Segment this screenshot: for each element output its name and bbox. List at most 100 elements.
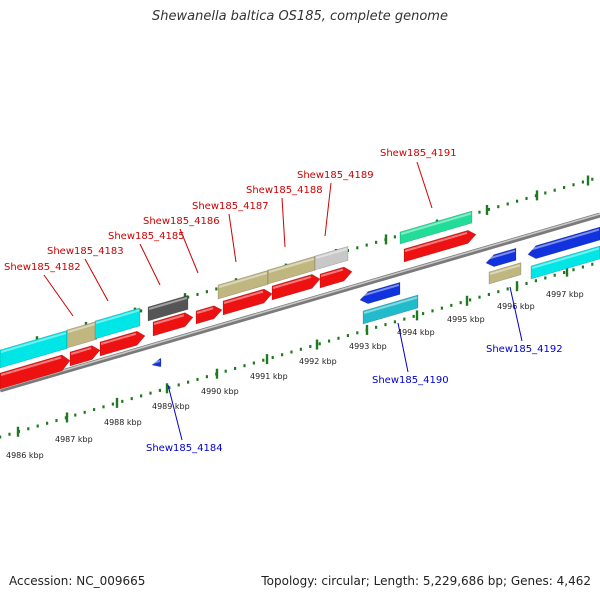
minor-tick [55,419,58,423]
minor-tick [328,339,331,343]
minor-tick [177,383,180,387]
cds-feature [0,330,68,369]
minor-tick [0,435,2,439]
kbp-label: 4993 kbp [349,342,387,351]
genome-summary-text: Topology: circular; Length: 5,229,686 bp… [261,574,591,588]
gene-label: Shew185_4187 [192,201,269,212]
minor-tick [469,298,472,302]
reverse-gene-arrow-highlight [152,359,161,364]
minor-tick [224,369,227,373]
minor-tick [46,421,49,425]
minor-tick [544,191,547,195]
minor-tick [83,410,86,414]
cds-feature [530,245,600,280]
minor-tick [422,312,425,316]
minor-tick [271,355,274,359]
minor-tick [412,314,415,318]
minor-tick [346,334,349,338]
minor-tick [205,290,208,294]
minor-tick [450,303,453,307]
minor-tick [187,295,190,299]
minor-tick [365,243,368,247]
minor-tick [591,177,594,181]
reverse-gene-arrow [151,357,162,367]
kbp-label: 4992 kbp [299,357,337,366]
kbp-label: 4988 kbp [104,418,142,427]
major-tick [586,175,590,186]
minor-tick [130,397,133,401]
minor-tick [27,427,30,431]
minor-tick [581,180,584,184]
gene-label: Shew185_4182 [4,262,81,273]
cds-feature-highlight [489,264,521,275]
minor-tick [187,380,190,384]
minor-tick [309,345,312,349]
reverse-gene-arrow-highlight [486,249,516,260]
cds-feature [399,210,473,245]
minor-tick [205,375,208,379]
kbp-scale-labels: 4986 kbp 4987 kbp 4988 kbp 4989 kbp 4990 kbp… [6,290,584,460]
gene-label: Shew185_4186 [143,216,220,227]
minor-tick [356,246,359,250]
minor-tick [281,353,284,357]
forward-gene-arrow-highlight [70,347,92,355]
minor-tick [393,235,396,239]
gene-label: Shew185_4188 [246,185,323,196]
cds-feature-highlight [315,247,348,259]
forward-gene-arrow-highlight [404,231,468,252]
minor-tick [384,323,387,327]
minor-tick [337,336,340,340]
minor-tick [262,358,265,362]
kbp-label: 4996 kbp [497,302,535,311]
minor-tick [375,240,378,244]
minor-tick [478,295,481,299]
reverse-gene-arrow-highlight [528,228,600,251]
minor-tick [516,199,519,203]
cds-feature-highlight [531,247,600,269]
gene-label-leader [397,322,409,373]
reverse-gene-arrow [527,226,600,259]
minor-tick [393,320,396,324]
minor-tick [553,188,556,192]
minor-tick [102,405,105,409]
major-tick [215,368,219,379]
major-tick [16,426,20,437]
minor-tick [149,391,152,395]
reverse-gene-arrow [359,281,401,304]
cds-feature-highlight [67,322,97,333]
cds-feature-highlight [400,212,472,235]
cds-feature [94,307,141,340]
minor-tick [403,317,406,321]
minor-tick [591,262,594,266]
page-title: Shewanella baltica OS185, complete genom… [152,9,448,24]
forward-gene-arrow [152,312,194,337]
minor-tick [431,309,434,313]
minor-tick [572,268,575,272]
kbp-label: 4987 kbp [55,435,93,444]
gene-labels: Shew185_4182 Shew185_4183 Shew185_4185 Shew… [4,148,563,454]
gene-label-leader [416,161,433,209]
forward-gene-arrow [271,274,321,301]
forward-gene-arrow [99,330,146,357]
gene-label: Shew185_4190 [372,375,449,386]
gene-label-leader [43,274,74,317]
gene-label-leader [324,182,332,237]
gene-label: Shew185_4192 [486,344,563,355]
minor-tick [121,399,124,403]
cds-feature [314,245,349,271]
minor-tick [478,210,481,214]
kbp-label: 4997 kbp [546,290,584,299]
major-tick [565,266,569,277]
minor-tick [290,350,293,354]
genome-backbone [0,212,600,393]
gene-label: Shew185_4183 [47,246,124,257]
forward-gene-arrow-highlight [0,356,62,376]
gene-label-leader [139,243,161,286]
gene-label: Shew185_4185 [108,231,185,242]
minor-tick [375,325,378,329]
minor-tick [497,205,500,209]
kbp-label: 4990 kbp [201,387,239,396]
cds-feature [267,255,316,285]
minor-tick [534,279,537,283]
forward-gene-arrow-highlight [223,290,264,304]
